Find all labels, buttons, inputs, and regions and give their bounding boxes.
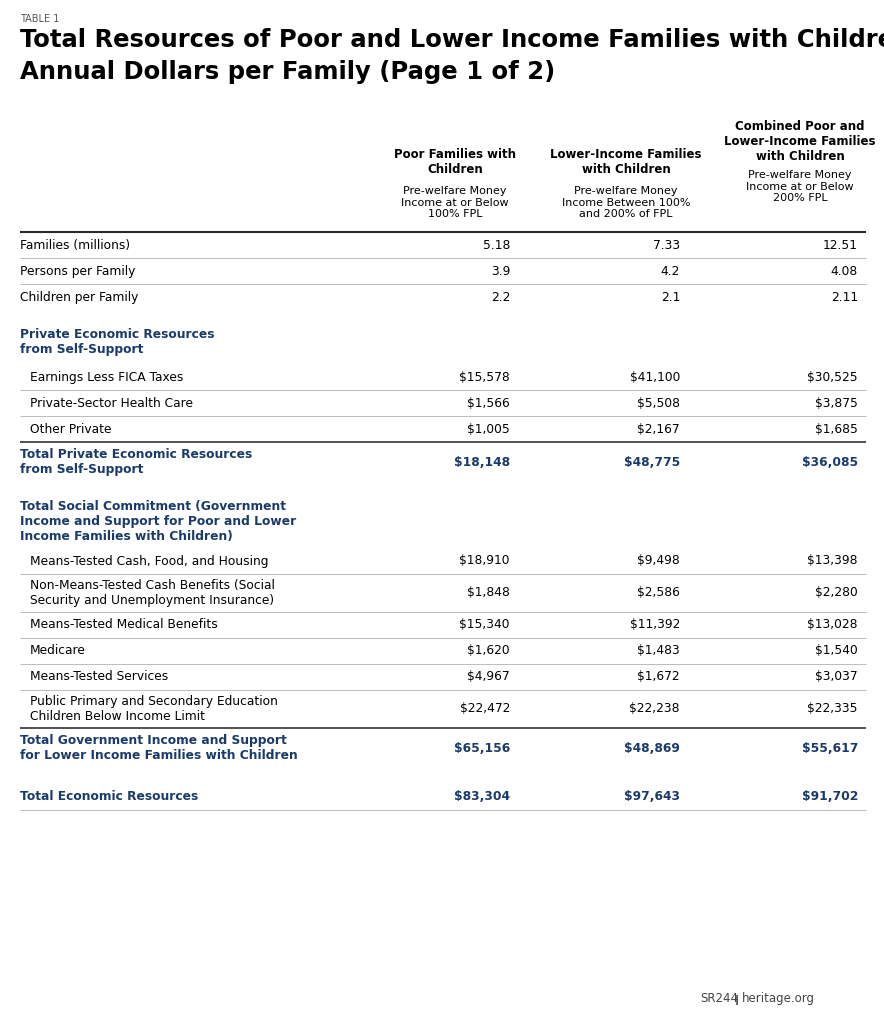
Text: $36,085: $36,085 [802,455,858,469]
Text: Earnings Less FICA Taxes: Earnings Less FICA Taxes [30,371,183,384]
Text: $65,156: $65,156 [453,741,510,755]
Text: 2.11: 2.11 [831,291,858,303]
Text: $13,028: $13,028 [807,619,858,632]
Text: Non-Means-Tested Cash Benefits (Social
Security and Unemployment Insurance): Non-Means-Tested Cash Benefits (Social S… [30,579,275,607]
Text: $55,617: $55,617 [802,741,858,755]
Text: $13,398: $13,398 [807,554,858,568]
Text: 4.08: 4.08 [831,264,858,278]
Text: $91,702: $91,702 [802,789,858,803]
Text: Total Resources of Poor and Lower Income Families with Children:: Total Resources of Poor and Lower Income… [20,28,884,52]
Text: $5,508: $5,508 [637,396,680,409]
Text: Annual Dollars per Family (Page 1 of 2): Annual Dollars per Family (Page 1 of 2) [20,60,555,84]
Text: $9,498: $9,498 [637,554,680,568]
Text: $22,238: $22,238 [629,702,680,716]
Text: 4.2: 4.2 [660,264,680,278]
Text: $30,525: $30,525 [807,371,858,384]
Text: Total Private Economic Resources
from Self-Support: Total Private Economic Resources from Se… [20,448,252,476]
Text: Means-Tested Cash, Food, and Housing: Means-Tested Cash, Food, and Housing [30,554,269,568]
Text: Pre-welfare Money
Income at or Below
100% FPL: Pre-welfare Money Income at or Below 100… [401,186,509,220]
Text: $97,643: $97,643 [624,789,680,803]
Text: $1,540: $1,540 [815,644,858,658]
Text: $3,037: $3,037 [815,671,858,683]
Text: Private Economic Resources
from Self-Support: Private Economic Resources from Self-Sup… [20,328,215,356]
Text: Families (millions): Families (millions) [20,239,130,251]
Text: $2,167: $2,167 [637,423,680,436]
Text: $1,685: $1,685 [815,423,858,436]
Text: Means-Tested Services: Means-Tested Services [30,671,168,683]
Text: $48,775: $48,775 [624,455,680,469]
Text: 2.1: 2.1 [660,291,680,303]
Text: Pre-welfare Money
Income Between 100%
and 200% of FPL: Pre-welfare Money Income Between 100% an… [561,186,690,220]
Text: heritage.org: heritage.org [742,992,815,1005]
Text: $1,848: $1,848 [467,586,510,599]
Text: $1,620: $1,620 [468,644,510,658]
Text: Private-Sector Health Care: Private-Sector Health Care [30,396,193,409]
Text: Other Private: Other Private [30,423,111,436]
Text: Poor Families with
Children: Poor Families with Children [394,148,516,176]
Text: Medicare: Medicare [30,644,86,658]
Text: Lower-Income Families
with Children: Lower-Income Families with Children [550,148,702,176]
Text: ❙: ❙ [733,995,741,1005]
Text: 5.18: 5.18 [483,239,510,251]
Text: Pre-welfare Money
Income at or Below
200% FPL: Pre-welfare Money Income at or Below 200… [746,171,854,203]
Text: TABLE 1: TABLE 1 [20,14,59,25]
Text: $18,910: $18,910 [460,554,510,568]
Text: $1,566: $1,566 [468,396,510,409]
Text: Total Economic Resources: Total Economic Resources [20,789,198,803]
Text: $3,875: $3,875 [815,396,858,409]
Text: $41,100: $41,100 [629,371,680,384]
Text: Public Primary and Secondary Education
Children Below Income Limit: Public Primary and Secondary Education C… [30,695,278,723]
Text: $1,672: $1,672 [637,671,680,683]
Text: $48,869: $48,869 [624,741,680,755]
Text: Total Social Commitment (Government
Income and Support for Poor and Lower
Income: Total Social Commitment (Government Inco… [20,500,296,543]
Text: Combined Poor and
Lower-Income Families
with Children: Combined Poor and Lower-Income Families … [724,120,876,163]
Text: $2,280: $2,280 [815,586,858,599]
Text: SR244: SR244 [700,992,738,1005]
Text: Means-Tested Medical Benefits: Means-Tested Medical Benefits [30,619,217,632]
Text: $2,586: $2,586 [637,586,680,599]
Text: $1,005: $1,005 [468,423,510,436]
Text: Total Government Income and Support
for Lower Income Families with Children: Total Government Income and Support for … [20,734,298,762]
Text: 7.33: 7.33 [653,239,680,251]
Text: Persons per Family: Persons per Family [20,264,135,278]
Text: $83,304: $83,304 [454,789,510,803]
Text: 3.9: 3.9 [491,264,510,278]
Text: $22,472: $22,472 [460,702,510,716]
Text: 12.51: 12.51 [823,239,858,251]
Text: Children per Family: Children per Family [20,291,139,303]
Text: $11,392: $11,392 [629,619,680,632]
Text: $1,483: $1,483 [637,644,680,658]
Text: $15,578: $15,578 [460,371,510,384]
Text: $4,967: $4,967 [468,671,510,683]
Text: $15,340: $15,340 [460,619,510,632]
Text: $18,148: $18,148 [453,455,510,469]
Text: 2.2: 2.2 [491,291,510,303]
Text: $22,335: $22,335 [807,702,858,716]
